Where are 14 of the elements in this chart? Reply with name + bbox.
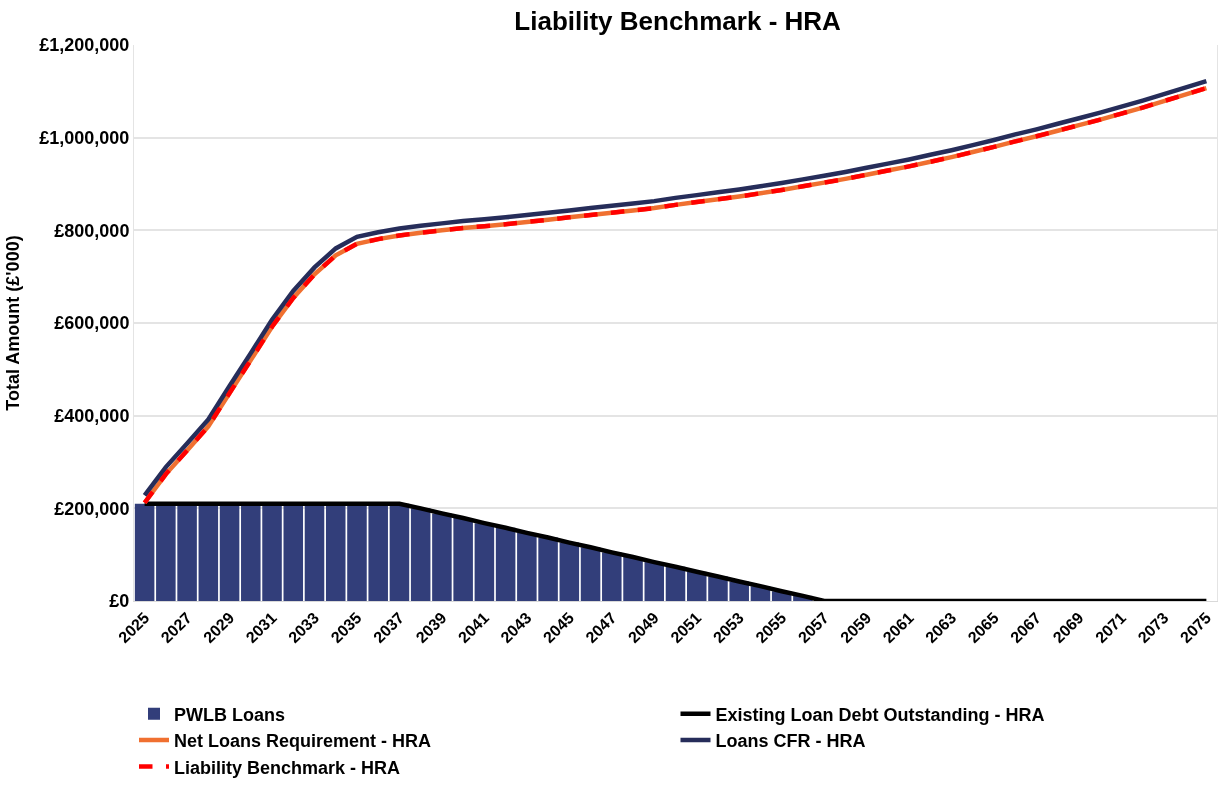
y-tick-label: £800,000: [54, 220, 130, 241]
legend-label: Net Loans Requirement - HRA: [174, 731, 432, 752]
legend-label: PWLB Loans: [174, 704, 285, 725]
y-axis-title: Total Amount (£'000): [2, 235, 23, 411]
legend-label: Liability Benchmark - HRA: [174, 757, 401, 778]
legend-label: Loans CFR - HRA: [715, 731, 866, 752]
y-tick-label: £1,000,000: [39, 127, 130, 148]
legend-label: Existing Loan Debt Outstanding - HRA: [715, 704, 1045, 725]
y-tick-label: £400,000: [54, 405, 130, 426]
chart-title: Liability Benchmark - HRA: [514, 6, 842, 37]
y-tick-label: £1,200,000: [39, 35, 130, 56]
y-tick-label: £600,000: [54, 313, 130, 334]
y-tick-label: £0: [109, 591, 130, 612]
y-tick-label: £200,000: [54, 498, 130, 519]
